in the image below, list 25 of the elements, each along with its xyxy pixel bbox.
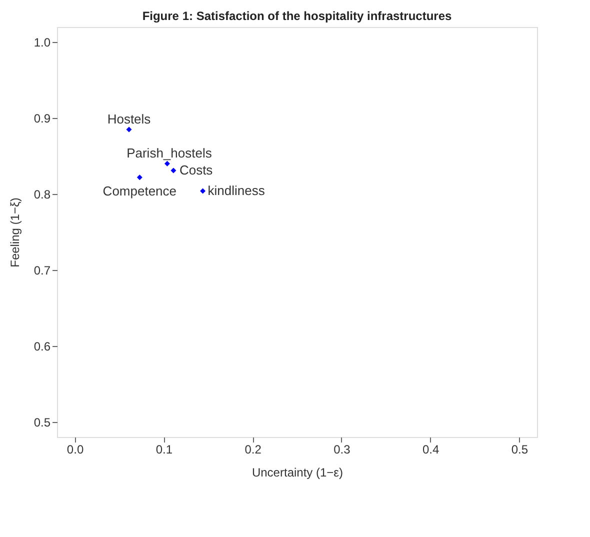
x-tick-label: 0.0 (66, 442, 84, 456)
y-tick-label: 0.9 (34, 112, 51, 126)
point (136, 174, 142, 180)
annotation: Parish_hostels (126, 146, 212, 161)
x-tick-label: 0.2 (244, 442, 262, 456)
y-tick-label: 0.7 (34, 263, 51, 278)
x-tick-label: 0.5 (511, 442, 528, 456)
point (200, 188, 206, 194)
y-tick-label: 1.0 (34, 36, 51, 50)
annotation: kindliness (208, 183, 266, 198)
x-tick-label: 0.1 (156, 442, 173, 456)
x-axis-title: Uncertainty (1−ε) (252, 466, 344, 480)
point (126, 126, 132, 132)
annotation: Costs (179, 162, 214, 178)
annotation: Competence (102, 183, 177, 198)
y-tick-label: 0.6 (34, 339, 51, 354)
y-tick-label: 0.8 (34, 188, 51, 202)
chart-title: Figure 1: Satisfaction of the hospitality infrastructures (142, 9, 452, 23)
annotation: Hostels (107, 112, 152, 126)
x-tick-label: 0.3 (334, 442, 351, 456)
point (164, 160, 170, 166)
x-tick-label: 0.4 (422, 442, 440, 456)
point (170, 168, 176, 174)
y-axis-title: Feeling (1−ξ) (8, 198, 22, 268)
y-tick-label: 0.5 (34, 415, 51, 430)
